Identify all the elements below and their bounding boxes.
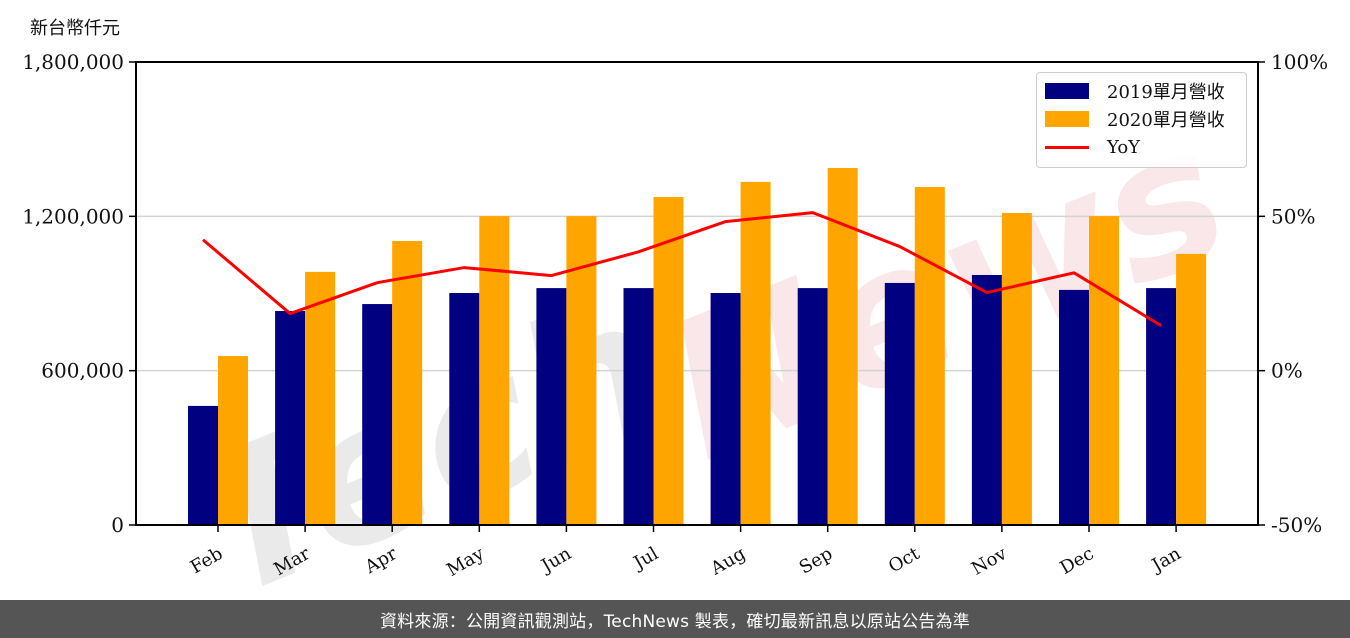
legend: 2019單月營收 2020單月營收 YoY [1036,72,1247,168]
axes [129,61,1265,532]
bar-2020-jun [566,216,597,525]
bar-2019-sep [797,288,828,525]
left-y-axis-labels: 0 600,000 1,200,000 1,800,000 [22,50,124,537]
legend-label-2020: 2020單月營收 [1107,110,1225,131]
yoy-line-group [202,211,1162,327]
x-label-dec: Dec [1057,543,1098,579]
bar-2019-jun [536,288,567,525]
yoy-line [202,211,1162,327]
x-label-sep: Sep [796,543,836,578]
bar-2020-may [479,216,510,525]
bar-2020-nov [1001,212,1032,525]
right-y-label: 50% [1271,204,1315,228]
legend-label-2019: 2019單月營收 [1107,82,1225,103]
bar-2019-may [449,292,480,525]
bar-2019-mar [275,310,306,525]
bar-2020-jan [1176,253,1207,526]
legend-line-yoy [1045,146,1089,149]
legend-item-2020: 2020單月營收 [1045,107,1225,131]
bar-2019-aug [710,292,741,525]
left-y-label: 600,000 [41,359,124,383]
bar-2019-oct [884,282,915,525]
bar-2019-nov [971,274,1002,525]
bar-2019-feb [188,405,218,525]
right-y-label: -50% [1271,513,1322,537]
x-label-aug: Aug [706,543,749,580]
bar-2020-apr [392,241,423,525]
bar-2020-mar [305,271,336,525]
y-axis-unit-label: 新台幣仟元 [30,18,120,39]
left-y-label: 1,200,000 [22,204,124,228]
right-y-label: 100% [1271,50,1328,74]
bar-2019-jul [623,288,654,525]
bar-2019-jan [1146,288,1177,525]
bar-2020-oct [914,187,945,525]
source-text: 資料來源：公開資訊觀測站，TechNews 製表，確切最新訊息以原站公告為準 [379,611,970,632]
bar-2020-feb [218,356,248,525]
legend-swatch-2020 [1045,111,1089,127]
left-y-label: 0 [111,513,124,537]
bar-2020-jul [653,197,684,525]
bar-2020-aug [740,181,771,526]
bar-line-chart: TechNews Feb Mar Apr May Jun Jul Aug Sep Oct Nov D… [22,50,1328,600]
source-footer: 資料來源：公開資訊觀測站，TechNews 製表，確切最新訊息以原站公告為準 [0,600,1350,638]
left-y-label: 1,800,000 [22,50,124,74]
x-label-nov: Nov [968,543,1011,580]
x-label-oct: Oct [885,543,924,578]
legend-item-2019: 2019單月營收 [1045,79,1225,103]
legend-label-yoy: YoY [1107,136,1141,158]
plot-frame [135,61,1259,526]
bar-2019-apr [362,304,393,525]
x-label-jan: Jan [1147,543,1185,577]
bar-2020-dec [1089,216,1119,525]
legend-swatch-2019 [1045,83,1089,99]
x-label-jul: Jul [628,543,662,575]
right-y-label: 0% [1271,359,1303,383]
right-y-axis-labels: -50% 0% 50% 100% [1271,50,1328,537]
bar-2019-dec [1059,289,1089,525]
x-label-jun: Jun [536,543,575,578]
legend-item-yoy: YoY [1045,135,1140,159]
